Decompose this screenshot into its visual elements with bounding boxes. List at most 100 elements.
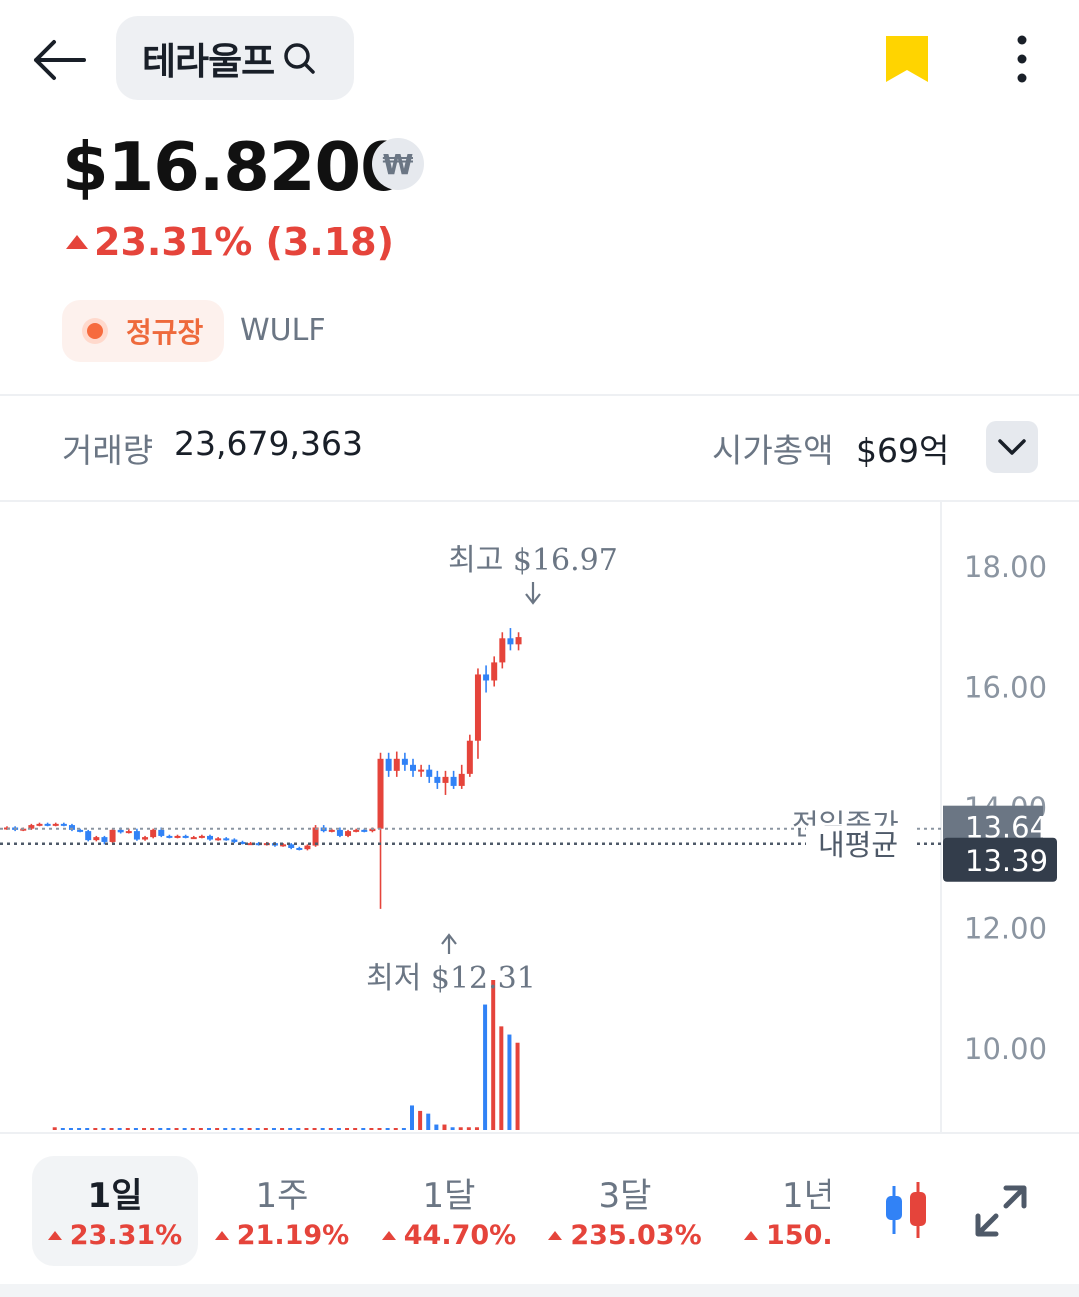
candle-body	[507, 638, 514, 645]
candle-body	[150, 829, 157, 838]
tab-3m[interactable]: 3달 235.03%	[542, 1156, 708, 1266]
volume-bar	[328, 1128, 333, 1130]
more-options-button[interactable]	[1006, 32, 1038, 88]
tab-label: 1달	[422, 1176, 476, 1216]
volume-bar	[426, 1113, 431, 1130]
up-triangle-icon	[548, 1231, 563, 1240]
candle-body	[434, 776, 441, 783]
candle-body	[312, 827, 319, 846]
volume-bar	[174, 1128, 179, 1130]
volume-bar	[158, 1128, 163, 1130]
volume-bar	[466, 1127, 471, 1130]
volume-bar	[515, 1042, 520, 1130]
tab-1d[interactable]: 1일 23.31%	[32, 1156, 198, 1266]
tab-change-value: 235.03%	[570, 1220, 702, 1251]
candle-body	[223, 838, 230, 841]
candle-body	[296, 847, 303, 850]
candle-body	[458, 773, 465, 786]
candle-body	[385, 758, 392, 771]
candle-body	[442, 776, 449, 783]
candle-body	[109, 829, 116, 842]
volume-bar	[442, 1124, 447, 1130]
back-button[interactable]	[28, 30, 88, 90]
volume-bar	[125, 1128, 130, 1130]
bookmark-button[interactable]	[884, 34, 930, 84]
volume-bar	[507, 1034, 512, 1130]
stock-name: 테라울프	[142, 40, 275, 83]
currency-toggle-button[interactable]: ₩	[372, 138, 424, 190]
arrow-left-icon	[34, 40, 86, 80]
up-triangle-icon	[66, 235, 88, 249]
candle-body	[44, 823, 51, 826]
tab-label: 3달	[598, 1176, 652, 1216]
tab-change: 44.70%	[366, 1220, 532, 1251]
volume-bar	[263, 1128, 268, 1130]
volume-bar	[401, 1128, 406, 1130]
chart-type-button[interactable]	[880, 1180, 932, 1240]
volume-bar	[133, 1128, 138, 1130]
current-price: $16.8200	[62, 128, 407, 206]
candle-body	[182, 835, 189, 838]
candlestick-icon	[886, 1182, 926, 1238]
candle-body	[377, 758, 384, 829]
candle-body	[247, 843, 254, 846]
candle-body	[280, 844, 287, 847]
tab-1y-clip: 1년 150.9	[736, 1134, 830, 1284]
tab-1y[interactable]: 1년 150.9	[736, 1156, 830, 1266]
volume-bar	[296, 1128, 301, 1130]
candle-body	[450, 776, 457, 786]
tab-1m[interactable]: 1달 44.70%	[366, 1156, 532, 1266]
tab-change-value: 23.31%	[69, 1220, 183, 1251]
candle-body	[474, 674, 481, 741]
volume-bar	[60, 1128, 65, 1130]
stats-expand-button[interactable]	[986, 421, 1038, 473]
tab-change: 235.03%	[542, 1220, 708, 1251]
volume-bar	[483, 1004, 488, 1130]
fullscreen-button[interactable]	[972, 1182, 1030, 1240]
tab-change-value: 44.70%	[403, 1220, 517, 1251]
volume-bar	[288, 1128, 293, 1130]
volume-bar	[450, 1127, 455, 1130]
candle-body	[125, 831, 132, 834]
candle-body	[133, 831, 140, 840]
bottom-safe-area	[0, 1284, 1079, 1297]
tab-label: 1일	[87, 1176, 143, 1216]
tab-change-value: 150.9	[766, 1220, 830, 1251]
candle-body	[190, 837, 197, 840]
candle-body	[304, 845, 311, 850]
candle-body	[239, 841, 246, 844]
candle-body	[361, 829, 368, 832]
volume-label: 거래량	[62, 431, 154, 470]
volume-bar	[499, 1026, 504, 1130]
candle-body	[93, 837, 100, 841]
volume-bar	[85, 1128, 90, 1130]
volume-bar	[353, 1128, 358, 1130]
candle-body	[85, 831, 92, 841]
volume-bar	[198, 1128, 203, 1130]
volume-bar	[304, 1128, 309, 1130]
volume-bar	[68, 1128, 73, 1130]
stock-search-chip[interactable]: 테라울프	[116, 16, 354, 100]
up-triangle-icon	[47, 1231, 62, 1240]
candle-body	[68, 825, 75, 830]
candle-body	[117, 829, 124, 833]
tab-1w[interactable]: 1주 21.19%	[199, 1156, 365, 1266]
candle-body	[418, 769, 425, 772]
low-annotation: 최저 $12.31	[366, 961, 536, 996]
volume-bar	[109, 1128, 114, 1130]
volume-bar	[77, 1128, 82, 1130]
volume-bar	[491, 980, 496, 1130]
tab-change: 150.9	[736, 1220, 830, 1251]
candle-body	[369, 828, 376, 832]
candle-body	[353, 829, 360, 832]
average-value: 13.39	[965, 844, 1048, 878]
volume-bar	[458, 1127, 463, 1130]
candle-body	[52, 823, 59, 826]
candle-body	[426, 769, 433, 777]
volume-value: 23,679,363	[174, 424, 363, 463]
y-tick-label: 12.00	[964, 912, 1047, 946]
volume-bar	[385, 1128, 390, 1130]
candle-body	[28, 825, 35, 829]
live-dot-icon	[82, 318, 108, 344]
